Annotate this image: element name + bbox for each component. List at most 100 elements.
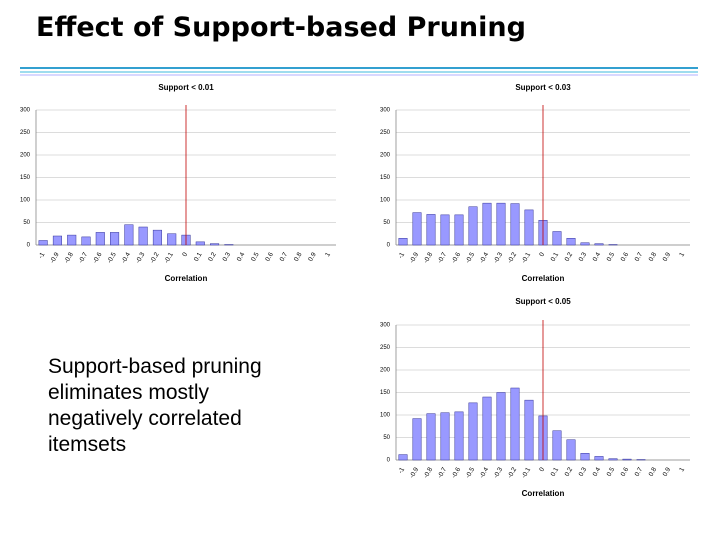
bar	[552, 430, 562, 461]
x-tick-label: -0.5	[465, 466, 477, 480]
body-line: itemsets	[48, 433, 127, 456]
x-tick-label: 1	[324, 251, 332, 258]
x-tick-label: -0.9	[409, 466, 421, 480]
bar	[524, 399, 534, 461]
y-tick-label: 250	[380, 130, 391, 136]
chart-title: Support < 0.05	[515, 297, 571, 306]
bar	[524, 209, 534, 246]
bar	[426, 214, 436, 246]
x-tick-label: 0.9	[662, 466, 673, 478]
x-tick-label: -0.6	[451, 466, 463, 480]
x-tick-label: 1	[678, 251, 686, 258]
bar	[67, 234, 77, 246]
x-tick-label: -0.3	[493, 466, 505, 480]
x-tick-label: -1	[397, 251, 406, 260]
x-tick-label: -0.5	[465, 251, 477, 265]
body-line: negatively correlated	[48, 407, 242, 430]
x-tick-label: 0.9	[662, 251, 673, 263]
bar	[398, 454, 408, 461]
x-tick-label: -0.5	[106, 251, 118, 265]
bar	[152, 229, 162, 246]
y-tick-label: 100	[20, 198, 31, 204]
x-tick-label: 0.1	[193, 251, 204, 263]
x-tick-label: -0.8	[423, 466, 435, 480]
bar	[440, 412, 450, 461]
bar	[52, 235, 62, 246]
bar	[580, 453, 590, 461]
x-tick-label: 0.6	[264, 251, 275, 263]
slide-title: Effect of Support-based Pruning	[36, 12, 526, 43]
y-tick-label: 0	[387, 243, 391, 249]
bar	[622, 458, 632, 461]
x-tick-label: -0.1	[521, 251, 533, 265]
x-tick-label: -0.2	[149, 251, 161, 265]
y-tick-label: 100	[380, 413, 391, 419]
bar	[580, 242, 590, 246]
bar	[38, 240, 48, 246]
x-tick-label: 0.3	[578, 251, 589, 263]
x-tick-label: -0.3	[135, 251, 147, 265]
x-tick-label: 0.2	[207, 251, 218, 263]
y-tick-label: 250	[380, 345, 391, 351]
y-tick-label: 100	[380, 198, 391, 204]
bar	[608, 458, 618, 461]
bar	[566, 238, 576, 246]
bar	[124, 224, 134, 246]
x-tick-label: 0.4	[592, 466, 603, 478]
y-tick-label: 250	[20, 130, 31, 136]
bar	[510, 387, 520, 461]
x-tick-label: -0.7	[78, 251, 90, 265]
x-tick-label: 0.9	[307, 251, 318, 263]
y-tick-label: 300	[380, 108, 391, 114]
bar	[454, 411, 464, 461]
bar	[95, 232, 105, 246]
bar	[412, 212, 422, 246]
y-tick-label: 50	[383, 435, 390, 441]
y-tick-label: 200	[380, 368, 391, 374]
x-tick-label: 0.6	[620, 466, 631, 478]
y-tick-label: 150	[380, 390, 391, 396]
x-tick-label: 0.6	[620, 251, 631, 263]
x-tick-label: 0.1	[550, 251, 561, 263]
x-tick-label: -0.7	[437, 466, 449, 480]
y-tick-label: 300	[20, 108, 31, 114]
x-axis-label: Correlation	[522, 489, 565, 498]
x-tick-label: -0.1	[521, 466, 533, 480]
x-tick-label: 0.7	[279, 251, 290, 263]
x-tick-label: -0.1	[163, 251, 175, 265]
bar	[566, 439, 576, 461]
x-tick-label: -0.2	[507, 251, 519, 265]
bar	[496, 392, 506, 461]
bar	[482, 396, 492, 461]
body-text: Support-based pruning eliminates mostly ne…	[48, 354, 262, 458]
bar	[482, 202, 492, 246]
x-tick-label: 0.5	[606, 466, 617, 478]
x-tick-label: -0.2	[507, 466, 519, 480]
x-tick-label: 0.3	[578, 466, 589, 478]
x-tick-label: 0.8	[648, 466, 659, 478]
x-tick-label: 1	[678, 466, 686, 473]
x-axis-label: Correlation	[522, 274, 565, 283]
bar	[552, 231, 562, 246]
x-tick-label: -0.3	[493, 251, 505, 265]
bar	[454, 214, 464, 246]
x-tick-label: 0	[538, 466, 546, 473]
bar	[510, 203, 520, 246]
x-tick-label: 0.4	[236, 251, 247, 263]
x-tick-label: 0.5	[250, 251, 261, 263]
body-line: Support-based pruning	[48, 355, 262, 378]
x-tick-label: -1	[397, 466, 406, 475]
bar	[468, 206, 478, 246]
x-tick-label: 0.8	[293, 251, 304, 263]
y-tick-label: 50	[23, 220, 30, 226]
chart-title: Support < 0.01	[158, 83, 214, 92]
y-tick-label: 200	[380, 153, 391, 159]
x-tick-label: -0.4	[120, 251, 132, 265]
x-tick-label: 0.1	[550, 466, 561, 478]
bar	[426, 413, 436, 461]
chart-title: Support < 0.03	[515, 83, 571, 92]
bar	[594, 456, 604, 461]
x-tick-label: -1	[37, 251, 46, 260]
